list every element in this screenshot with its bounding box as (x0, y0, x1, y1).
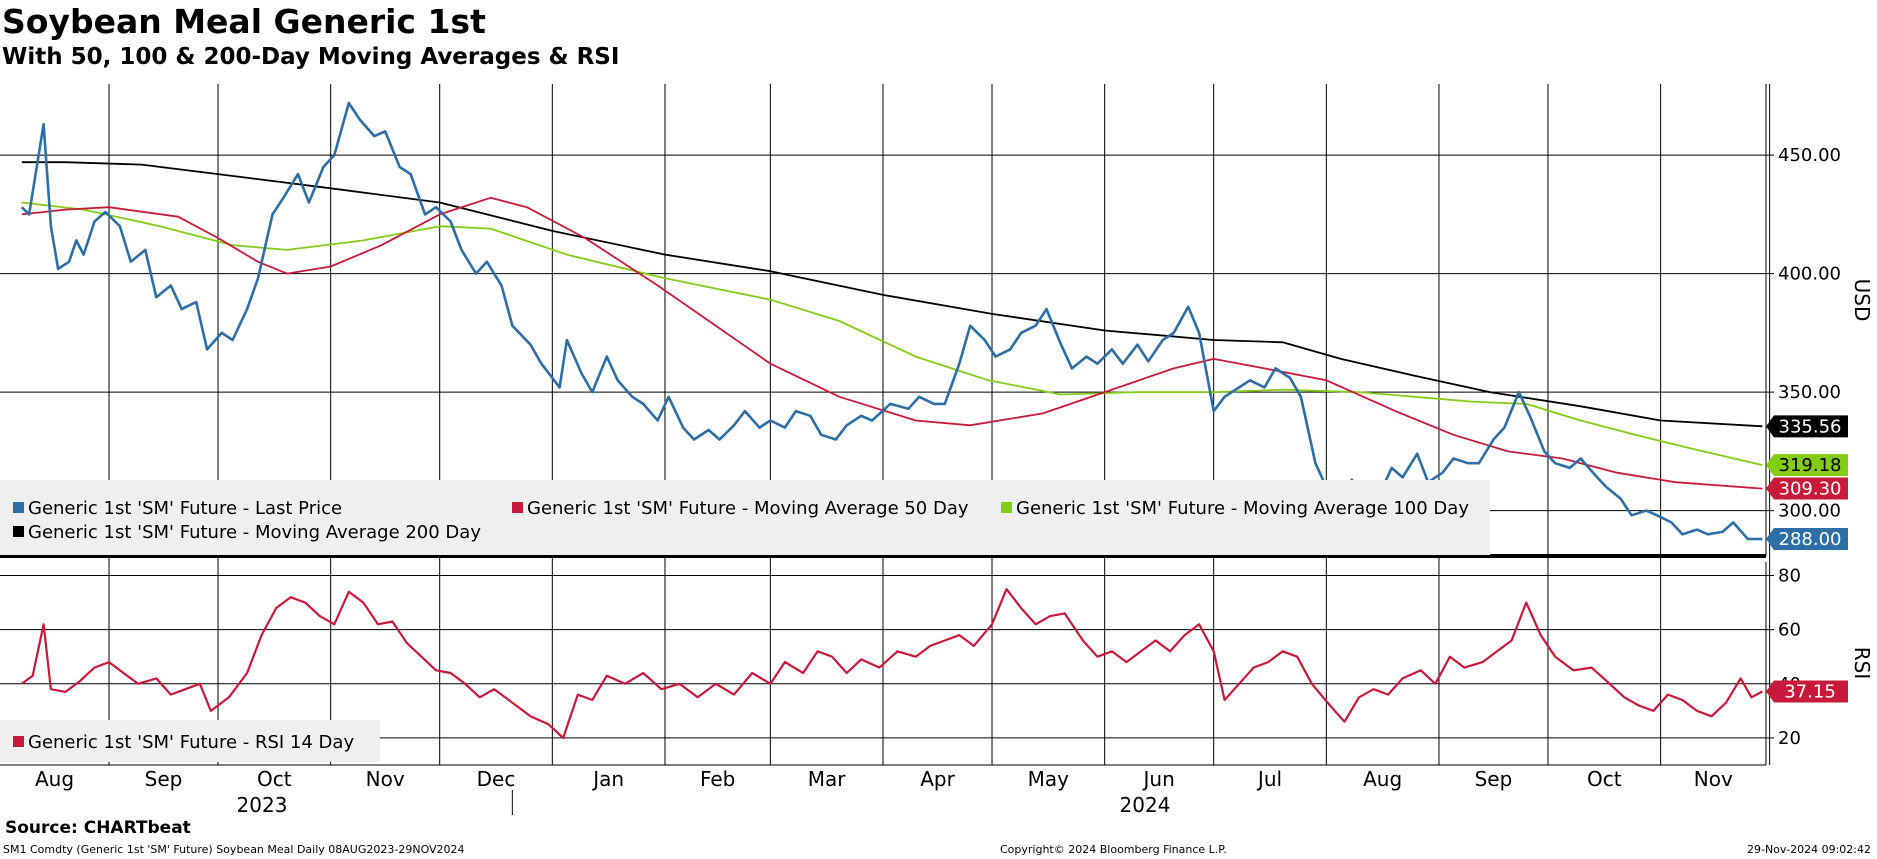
month-label: May (1028, 767, 1070, 791)
rsi-axis-title: RSI (1850, 647, 1874, 680)
chart-subtitle: With 50, 100 & 200-Day Moving Averages &… (2, 44, 620, 70)
security-description: SM1 Comdty (Generic 1st 'SM' Future) Soy… (3, 843, 465, 856)
legend-rsi-swatch (13, 736, 24, 747)
rsi-value-tag-label: 37.15 (1784, 682, 1836, 703)
rsi-value-tag-bg (1766, 680, 1848, 703)
rsi-line (21, 588, 1763, 739)
axes: 300.00350.00400.00450.0020406080AugSepOc… (0, 84, 1874, 817)
legend-last-price-swatch (13, 502, 24, 513)
rsi-tick-label: 20 (1778, 728, 1801, 749)
month-label: Mar (808, 767, 847, 791)
price-tick-label: 450.00 (1778, 145, 1841, 166)
ma50-line (21, 196, 1763, 490)
legend-rsi-label: Generic 1st 'SM' Future - RSI 14 Day (28, 732, 354, 753)
legend-ma50-swatch (512, 502, 523, 513)
last-price-value-tag-label: 288.00 (1779, 529, 1842, 550)
ma100-value-tag-bg (1766, 454, 1848, 477)
ma50-value-tag-label: 309.30 (1779, 479, 1842, 500)
price-axis-title: USD (1850, 279, 1874, 322)
month-label: Sep (1475, 767, 1513, 791)
month-label: Jul (1256, 767, 1282, 791)
month-label: Feb (700, 767, 735, 791)
legends: Generic 1st 'SM' Future - Last Price Gene… (0, 480, 1490, 762)
chart-title: Soybean Meal Generic 1st (2, 2, 486, 41)
month-label: Nov (366, 767, 405, 791)
month-label: Aug (35, 767, 74, 791)
legend-ma100-swatch (1001, 502, 1012, 513)
price-tick-label: 300.00 (1778, 501, 1841, 522)
series-lines (20, 101, 1763, 739)
month-label: Jun (1142, 767, 1175, 791)
ma50-value-tag-bg (1766, 477, 1848, 500)
legend-ma50-label: Generic 1st 'SM' Future - Moving Average… (527, 498, 969, 519)
price-legend-box (0, 480, 1490, 555)
source-note: Source: CHARTbeat (5, 818, 191, 838)
month-label: Aug (1363, 767, 1402, 791)
rsi-legend-box (0, 720, 380, 762)
timestamp: 29-Nov-2024 09:02:42 (1746, 843, 1871, 856)
year-label-2023: 2023 (237, 793, 288, 817)
month-label: Oct (257, 767, 292, 791)
last-price-line (20, 101, 1763, 541)
last-price-value-tag-bg (1766, 528, 1848, 551)
ma200-value-tag-label: 335.56 (1779, 416, 1842, 437)
rsi-tick-label: 60 (1778, 620, 1801, 641)
month-label: Jan (591, 767, 624, 791)
legend-ma200-label: Generic 1st 'SM' Future - Moving Average… (28, 522, 481, 543)
copyright-note: Copyright© 2024 Bloomberg Finance L.P. (1000, 843, 1227, 856)
month-label: Apr (920, 767, 955, 791)
price-tick-label: 350.00 (1778, 382, 1841, 403)
legend-last-price-label: Generic 1st 'SM' Future - Last Price (28, 498, 342, 519)
legend-ma200-swatch (13, 526, 24, 537)
year-label-2024: 2024 (1120, 793, 1171, 817)
ma200-value-tag-bg (1766, 415, 1848, 438)
legend-ma100-label: Generic 1st 'SM' Future - Moving Average… (1016, 498, 1469, 519)
month-label: Oct (1587, 767, 1622, 791)
ma100-value-tag-label: 319.18 (1779, 455, 1842, 476)
ma200-line (21, 161, 1763, 428)
rsi-tick-label: 80 (1778, 566, 1801, 587)
month-label: Sep (145, 767, 183, 791)
month-label: Nov (1694, 767, 1733, 791)
month-label: Dec (477, 767, 516, 791)
price-tick-label: 400.00 (1778, 264, 1841, 285)
ma100-line (21, 201, 1763, 466)
